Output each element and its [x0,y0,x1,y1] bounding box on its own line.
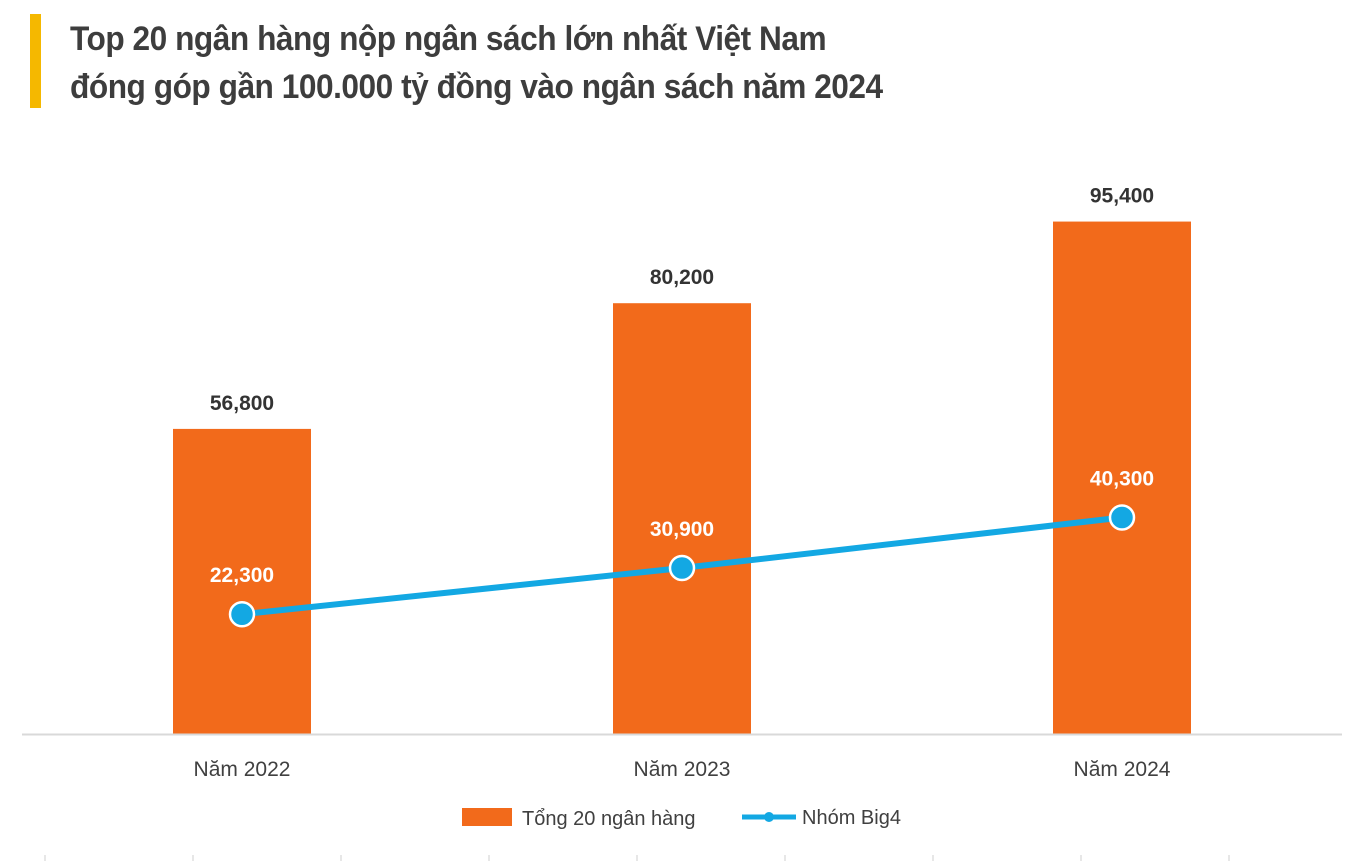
x-axis-ticks: Năm 2022 Năm 2023 Năm 2024 [194,758,1171,781]
legend-label-line: Nhóm Big4 [802,807,901,829]
bar-series: 56,800 80,200 95,400 [173,185,1191,734]
big4-point-0 [228,600,256,628]
legend-swatch-bar [462,808,512,826]
title-line-1: Top 20 ngân hàng nộp ngân sách lớn nhất … [70,20,827,58]
x-tick-label-2: Năm 2024 [1074,758,1171,781]
bar-0 [173,428,311,734]
title-accent-bar [30,14,41,108]
big4-point-2 [1108,504,1136,531]
big4-point-1 [668,554,696,582]
x-tick-label-1: Năm 2023 [634,758,731,781]
bar-2 [1053,221,1191,734]
big4-value-label-2: 40,300 [1090,468,1154,491]
title-line-2: đóng góp gần 100.000 tỷ đồng vào ngân sá… [70,68,883,106]
bottom-dotted-ticks [44,855,1230,861]
line-series: 22,300 30,900 40,300 [210,468,1154,628]
big4-value-label-1: 30,900 [650,518,714,541]
bar-value-label-2: 95,400 [1090,185,1154,208]
legend-swatch-dot [764,812,774,822]
bar-value-label-0: 56,800 [210,392,274,415]
bar-1 [613,303,751,734]
x-tick-label-0: Năm 2022 [194,758,291,781]
bar-value-label-1: 80,200 [650,266,714,289]
big4-value-label-0: 22,300 [210,564,274,587]
legend: Tổng 20 ngân hàng Nhóm Big4 [462,807,901,830]
legend-label-bar: Tổng 20 ngân hàng [522,808,696,830]
